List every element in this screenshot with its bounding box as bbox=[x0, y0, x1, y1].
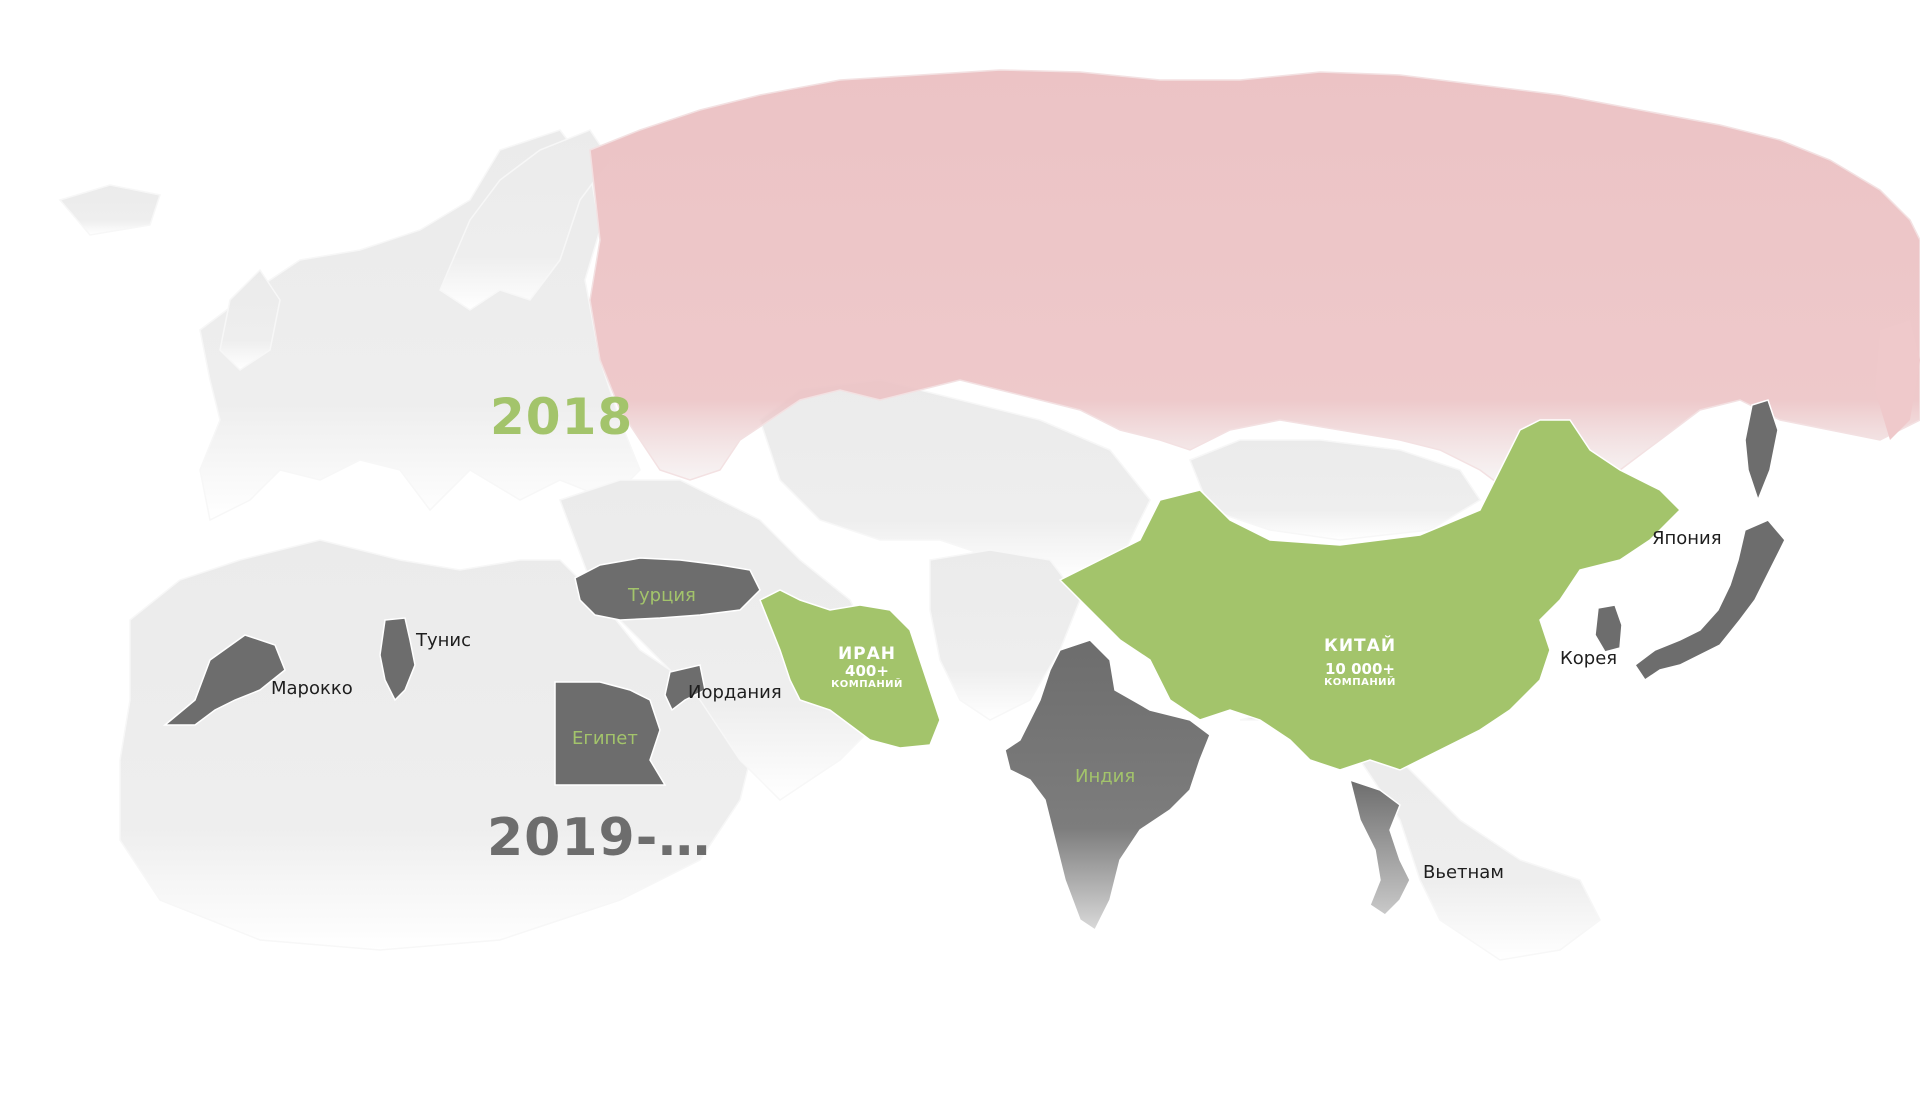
china-stat: КИТАЙ 10 000+ КОМПАНИЙ bbox=[1300, 636, 1420, 688]
country-india bbox=[1004, 639, 1211, 932]
label-turkey: Турция bbox=[628, 585, 696, 606]
china-unit: КОМПАНИЙ bbox=[1324, 676, 1396, 688]
country-japan bbox=[1633, 399, 1786, 682]
label-vietnam: Вьетнам bbox=[1423, 862, 1504, 883]
land-afghan bbox=[929, 549, 1081, 721]
country-vietnam bbox=[1348, 778, 1411, 916]
iran-unit: КОМПАНИЙ bbox=[831, 678, 903, 690]
kamchatka bbox=[1875, 320, 1920, 440]
iran-count: 400+ bbox=[845, 661, 889, 680]
label-japan: Япония bbox=[1652, 528, 1722, 549]
country-tunisia bbox=[379, 617, 416, 702]
iran-stat: ИРАН 400+ КОМПАНИЙ bbox=[812, 644, 922, 690]
label-egypt: Египет bbox=[572, 728, 638, 749]
country-iran bbox=[759, 589, 941, 749]
year-2019-label: 2019-… bbox=[487, 808, 712, 868]
label-jordan: Иордания bbox=[688, 682, 782, 703]
label-tunisia: Тунис bbox=[416, 630, 472, 651]
country-egypt bbox=[554, 681, 667, 786]
china-name: КИТАЙ bbox=[1323, 636, 1397, 656]
country-morocco bbox=[162, 634, 286, 726]
iran-name: ИРАН bbox=[837, 644, 897, 664]
label-morocco: Марокко bbox=[271, 678, 353, 699]
land-uk bbox=[219, 268, 281, 371]
country-jordan bbox=[664, 664, 706, 712]
china-count: 10 000+ bbox=[1325, 659, 1395, 678]
country-turkey bbox=[574, 557, 761, 621]
country-china bbox=[1058, 419, 1682, 771]
label-india: Индия bbox=[1075, 766, 1136, 787]
land-mongolia bbox=[1189, 439, 1482, 541]
label-korea: Корея bbox=[1560, 648, 1618, 669]
land-iceland bbox=[58, 184, 161, 236]
country-korea bbox=[1594, 604, 1623, 653]
year-2018-label: 2018 bbox=[490, 388, 634, 446]
